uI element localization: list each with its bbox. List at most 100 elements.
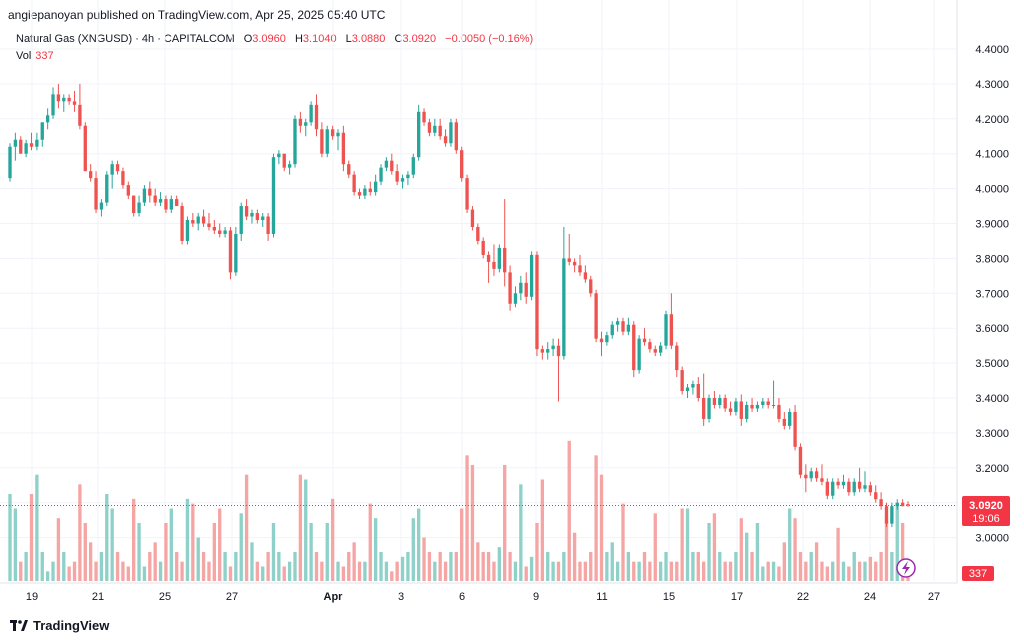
volume-bar xyxy=(266,552,270,581)
volume-bar xyxy=(293,552,297,581)
candle-body xyxy=(562,258,566,357)
candles xyxy=(8,83,910,528)
volume-bar xyxy=(680,508,684,581)
candle-body xyxy=(513,293,518,304)
volume-bar xyxy=(798,552,803,581)
volume-bar xyxy=(110,508,114,581)
candle-body xyxy=(734,401,738,412)
volume-bar xyxy=(330,498,335,581)
candle-body xyxy=(868,485,873,493)
candle-body xyxy=(761,401,765,405)
time-tick-label: 9 xyxy=(533,591,539,603)
open-label: O xyxy=(243,33,253,45)
volume-bar xyxy=(589,552,593,581)
tradingview-brand[interactable]: TradingView xyxy=(10,618,109,633)
volume-bar xyxy=(287,561,292,581)
candle-body xyxy=(664,314,668,346)
candle-body xyxy=(540,349,545,353)
candle-body xyxy=(357,192,362,196)
candle-body xyxy=(427,122,432,133)
volume-bar xyxy=(422,537,426,581)
candle-body xyxy=(19,139,23,154)
price-tick-label: 4.2000 xyxy=(975,114,1009,126)
volume-bar xyxy=(529,556,534,581)
volume-bar xyxy=(594,455,598,581)
candle-body xyxy=(175,199,179,207)
volume-bar xyxy=(406,552,410,581)
volume-bar xyxy=(825,566,830,581)
volume-bar xyxy=(45,571,50,581)
candle-body xyxy=(368,188,372,193)
volume-bar xyxy=(67,566,71,581)
volume-bar xyxy=(261,566,265,581)
candle-body xyxy=(788,411,792,426)
candle-body xyxy=(363,188,367,196)
volume-bar xyxy=(271,523,276,581)
volume-bar xyxy=(900,523,905,581)
price-tick-label: 3.2000 xyxy=(975,463,1009,475)
candle-body xyxy=(45,115,50,123)
candle-body xyxy=(390,160,394,172)
candle-body xyxy=(648,342,652,350)
candle-body xyxy=(529,254,534,297)
volume-bar xyxy=(320,561,324,581)
volume-bar xyxy=(196,537,200,581)
volume-bar xyxy=(642,552,647,581)
candle-body xyxy=(895,502,899,507)
candle-body xyxy=(218,230,222,234)
volume-bar xyxy=(169,508,173,581)
candle-body xyxy=(556,345,561,357)
candle-body xyxy=(40,122,44,140)
volume-bar xyxy=(185,498,190,581)
volume-bar xyxy=(201,552,206,581)
volume-bar xyxy=(137,523,141,581)
volume-bar xyxy=(664,552,668,581)
volume-bar xyxy=(460,508,464,581)
candle-body xyxy=(503,247,507,273)
candle-body xyxy=(497,247,501,269)
lightning-icon[interactable] xyxy=(896,558,916,578)
candle-body xyxy=(352,174,356,193)
volume-bar xyxy=(626,552,631,581)
candle-body xyxy=(148,188,152,196)
candle-body xyxy=(476,226,480,241)
volume-bar xyxy=(29,494,34,581)
price-tick-label: 3.8000 xyxy=(975,253,1009,265)
volume-bar xyxy=(583,561,588,581)
volume-bar xyxy=(277,552,281,581)
low-value: 3.0880 xyxy=(351,33,386,45)
candle-body xyxy=(449,122,453,144)
price-tick-label: 3.0000 xyxy=(975,533,1009,545)
candle-body xyxy=(325,129,329,154)
candle-body xyxy=(395,171,399,182)
price-tick-label: 4.1000 xyxy=(975,149,1009,161)
candle-body xyxy=(62,97,66,102)
price-tick-label: 3.9000 xyxy=(975,219,1009,231)
volume-bar xyxy=(793,518,797,581)
candle-body xyxy=(99,202,104,210)
volume-bar xyxy=(153,542,157,581)
brand-name: TradingView xyxy=(33,618,110,633)
symbol-title[interactable]: Natural Gas (XNGUSD) · 4h · CAPITALCOM xyxy=(16,33,235,45)
volume-badge: 337 xyxy=(962,566,994,581)
volume-bar xyxy=(836,527,840,581)
candle-body xyxy=(723,398,727,409)
candle-body xyxy=(460,150,464,179)
volume-bar xyxy=(191,503,195,581)
candle-body xyxy=(906,504,910,506)
volume-bar xyxy=(718,552,722,581)
candle-body xyxy=(379,167,383,182)
candle-body xyxy=(470,209,475,227)
candle-body xyxy=(874,492,878,500)
volume-bar xyxy=(637,561,641,581)
candle-body xyxy=(320,129,324,154)
volume-bar xyxy=(368,503,372,581)
volume-bar xyxy=(599,474,604,581)
volume-bar xyxy=(8,494,12,581)
volume-bar xyxy=(675,561,679,581)
volume-bar xyxy=(132,498,136,581)
candle-body xyxy=(809,471,813,479)
volume-bar xyxy=(492,561,496,581)
candle-body xyxy=(384,160,389,168)
